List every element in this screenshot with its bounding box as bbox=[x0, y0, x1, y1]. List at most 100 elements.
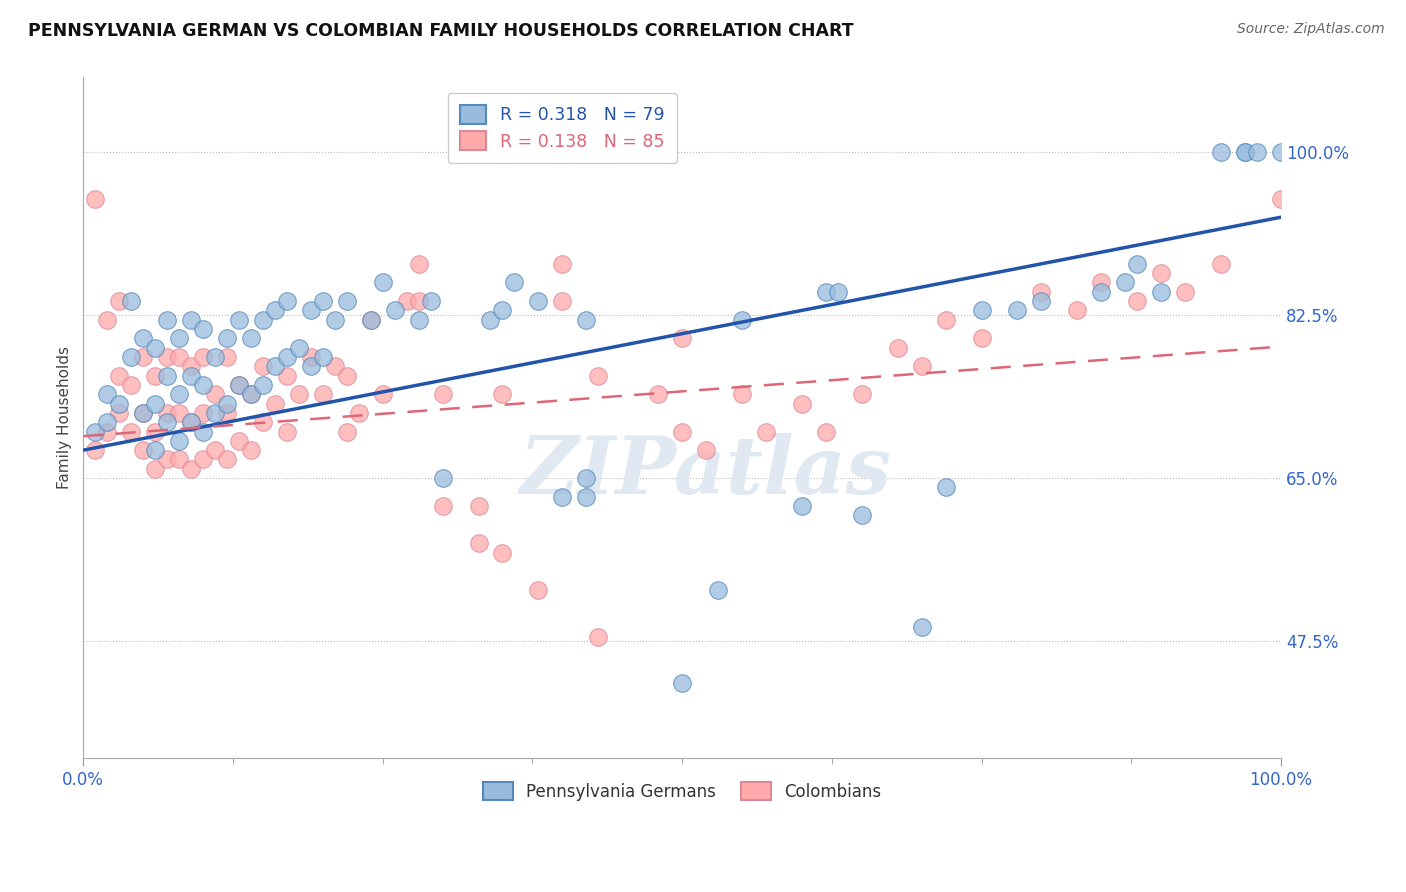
Point bbox=[228, 378, 250, 392]
Point bbox=[731, 312, 754, 326]
Point bbox=[143, 368, 166, 383]
Point bbox=[432, 499, 454, 513]
Point bbox=[276, 425, 298, 439]
Point bbox=[252, 312, 274, 326]
Point bbox=[204, 406, 226, 420]
Point bbox=[491, 546, 513, 560]
Point bbox=[180, 415, 202, 429]
Point bbox=[239, 331, 262, 345]
Point bbox=[575, 471, 598, 485]
Point bbox=[204, 387, 226, 401]
Point bbox=[1234, 145, 1257, 159]
Point bbox=[132, 406, 155, 420]
Point bbox=[96, 387, 118, 401]
Point bbox=[527, 294, 550, 309]
Point bbox=[108, 368, 131, 383]
Point bbox=[143, 396, 166, 410]
Point bbox=[347, 406, 370, 420]
Point bbox=[264, 396, 287, 410]
Point bbox=[252, 359, 274, 374]
Point bbox=[215, 396, 238, 410]
Point bbox=[336, 368, 359, 383]
Point bbox=[755, 425, 778, 439]
Point bbox=[467, 499, 489, 513]
Point bbox=[790, 499, 813, 513]
Point bbox=[191, 406, 214, 420]
Point bbox=[1066, 303, 1088, 318]
Point bbox=[156, 312, 179, 326]
Point bbox=[911, 359, 934, 374]
Point bbox=[96, 415, 118, 429]
Point bbox=[1126, 257, 1149, 271]
Point bbox=[432, 387, 454, 401]
Point bbox=[647, 387, 669, 401]
Point bbox=[1209, 257, 1232, 271]
Point bbox=[143, 425, 166, 439]
Text: PENNSYLVANIA GERMAN VS COLOMBIAN FAMILY HOUSEHOLDS CORRELATION CHART: PENNSYLVANIA GERMAN VS COLOMBIAN FAMILY … bbox=[28, 22, 853, 40]
Point bbox=[671, 425, 693, 439]
Point bbox=[336, 294, 359, 309]
Point bbox=[120, 378, 142, 392]
Point bbox=[167, 406, 190, 420]
Point bbox=[336, 425, 359, 439]
Point bbox=[239, 387, 262, 401]
Point bbox=[299, 303, 322, 318]
Point bbox=[228, 378, 250, 392]
Point bbox=[180, 359, 202, 374]
Point bbox=[276, 368, 298, 383]
Point bbox=[1150, 285, 1173, 299]
Point bbox=[851, 508, 873, 523]
Point bbox=[312, 387, 335, 401]
Point bbox=[84, 192, 107, 206]
Point bbox=[588, 368, 610, 383]
Point bbox=[239, 443, 262, 458]
Point bbox=[132, 443, 155, 458]
Point bbox=[1209, 145, 1232, 159]
Point bbox=[120, 425, 142, 439]
Point bbox=[695, 443, 717, 458]
Point bbox=[1174, 285, 1197, 299]
Point bbox=[575, 312, 598, 326]
Point bbox=[911, 620, 934, 634]
Point bbox=[299, 350, 322, 364]
Point bbox=[167, 350, 190, 364]
Point bbox=[180, 312, 202, 326]
Point bbox=[1090, 285, 1112, 299]
Point bbox=[191, 452, 214, 467]
Point bbox=[1114, 276, 1136, 290]
Point bbox=[323, 359, 346, 374]
Point bbox=[1031, 285, 1053, 299]
Point bbox=[264, 303, 287, 318]
Point bbox=[215, 452, 238, 467]
Point bbox=[120, 294, 142, 309]
Point bbox=[588, 630, 610, 644]
Point bbox=[814, 425, 837, 439]
Point bbox=[167, 331, 190, 345]
Point bbox=[1234, 145, 1257, 159]
Point bbox=[143, 443, 166, 458]
Point bbox=[1150, 266, 1173, 280]
Point bbox=[312, 294, 335, 309]
Point bbox=[108, 406, 131, 420]
Point bbox=[671, 331, 693, 345]
Point bbox=[191, 322, 214, 336]
Point bbox=[491, 303, 513, 318]
Legend: Pennsylvania Germans, Colombians: Pennsylvania Germans, Colombians bbox=[470, 769, 894, 814]
Point bbox=[323, 312, 346, 326]
Point bbox=[288, 341, 311, 355]
Point bbox=[527, 582, 550, 597]
Point bbox=[360, 312, 382, 326]
Point bbox=[156, 368, 179, 383]
Point bbox=[503, 276, 526, 290]
Point bbox=[276, 350, 298, 364]
Point bbox=[551, 294, 574, 309]
Point bbox=[108, 396, 131, 410]
Point bbox=[276, 294, 298, 309]
Point bbox=[467, 536, 489, 550]
Point bbox=[288, 387, 311, 401]
Point bbox=[419, 294, 441, 309]
Point bbox=[408, 312, 430, 326]
Point bbox=[96, 425, 118, 439]
Point bbox=[886, 341, 908, 355]
Point bbox=[551, 490, 574, 504]
